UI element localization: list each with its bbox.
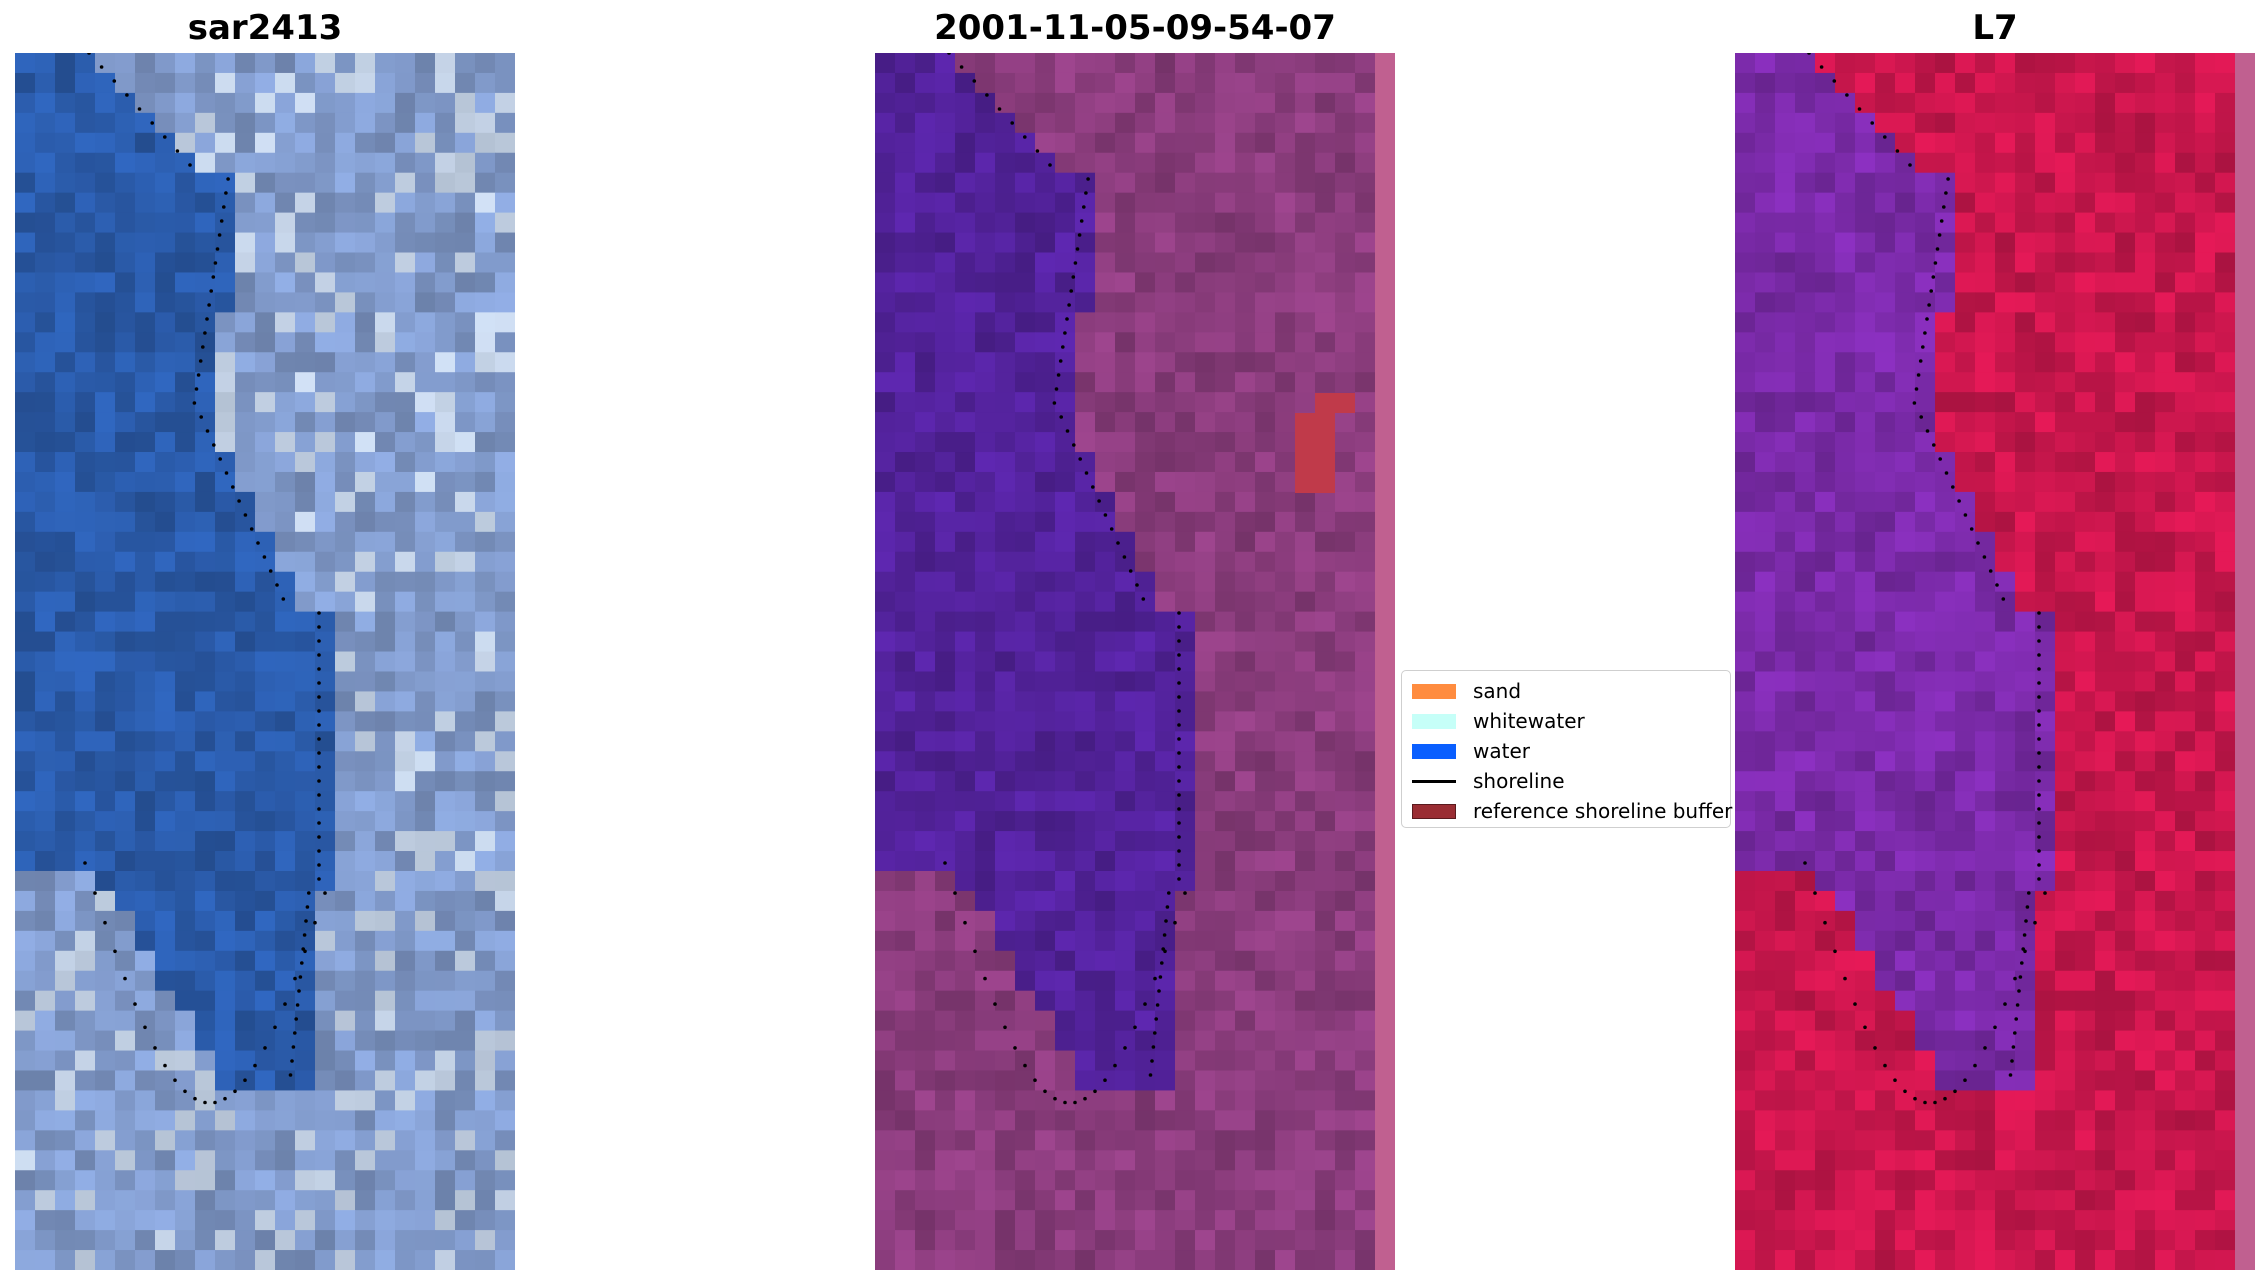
legend-item-water: water — [1412, 738, 1530, 764]
shoreline-dots — [1803, 53, 2047, 1105]
reference-buffer-swatch — [1412, 803, 1456, 819]
mndwi-panel-container — [1735, 53, 2255, 1270]
panel-title-3: L7 — [1972, 8, 2018, 48]
classified-image-panel — [875, 53, 1395, 1270]
legend-label: sand — [1473, 679, 1522, 703]
mndwi-image-panel — [1735, 53, 2255, 1270]
legend: sand whitewater water shoreline referenc… — [1401, 670, 1732, 828]
shoreline-dots — [83, 53, 327, 1105]
shoreline-dots — [943, 53, 1187, 1105]
reference-buffer-patch — [1295, 413, 1335, 493]
raster-pixels — [875, 53, 1376, 1270]
panel-title-2: 2001-11-05-09-54-07 — [934, 8, 1336, 48]
raster-pixels — [1735, 53, 2236, 1270]
legend-label: whitewater — [1473, 709, 1585, 733]
legend-item-reference-buffer: reference shoreline buffer — [1412, 798, 1732, 824]
shoreline-line-swatch — [1412, 779, 1456, 783]
whitewater-swatch — [1412, 713, 1456, 729]
legend-label: water — [1473, 739, 1530, 763]
panel-title-1: sar2413 — [187, 8, 343, 48]
reference-buffer-patch — [1315, 393, 1355, 413]
legend-item-shoreline: shoreline — [1412, 768, 1565, 794]
image-edge-strip — [2235, 53, 2255, 1270]
legend-label: reference shoreline buffer — [1473, 799, 1733, 823]
legend-item-whitewater: whitewater — [1412, 708, 1585, 734]
rgb-image-panel — [15, 53, 515, 1270]
legend-item-sand: sand — [1412, 678, 1521, 704]
legend-label: shoreline — [1473, 769, 1565, 793]
sand-swatch — [1412, 683, 1456, 699]
water-swatch — [1412, 743, 1456, 759]
image-edge-strip — [1375, 53, 1395, 1270]
raster-pixels — [15, 53, 515, 1270]
